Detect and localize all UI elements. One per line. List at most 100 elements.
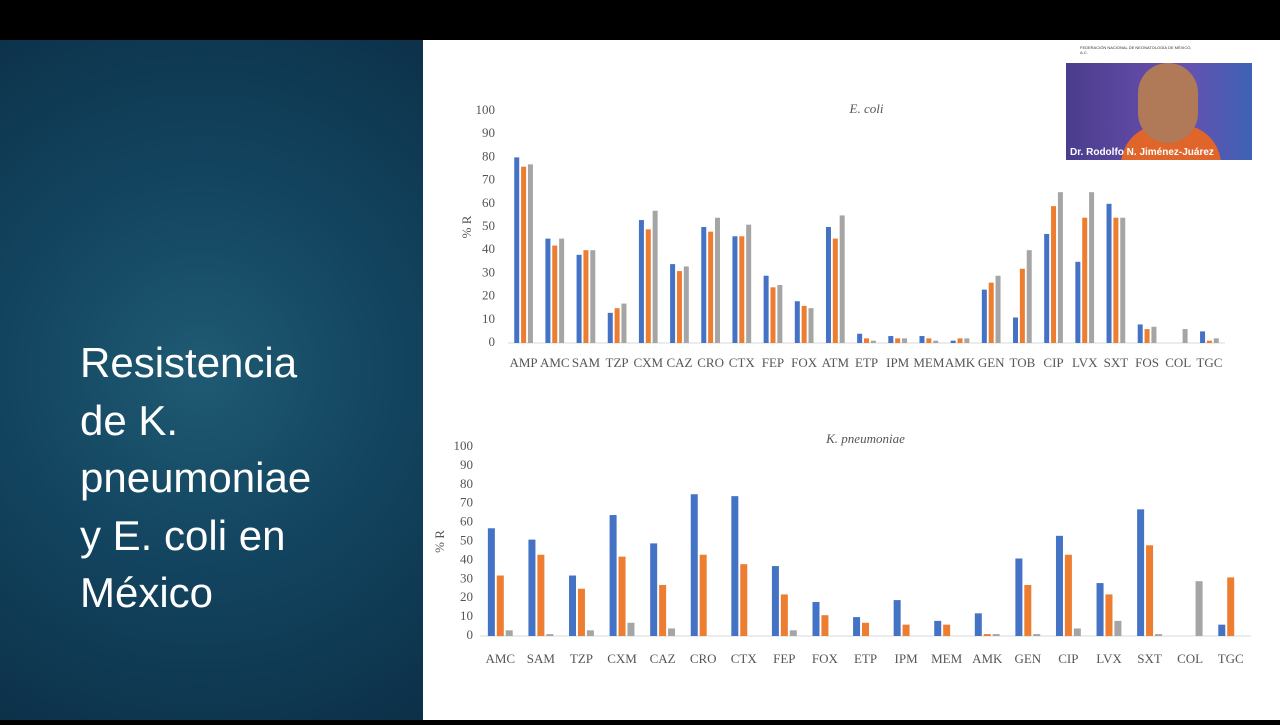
bar — [771, 566, 779, 636]
x-tick-label: AMK — [945, 355, 976, 370]
bar — [586, 630, 594, 636]
y-tick-label: 20 — [460, 589, 473, 604]
x-tick-label: CRO — [697, 355, 724, 370]
bar — [988, 282, 994, 343]
x-tick-label: MEM — [931, 651, 963, 666]
bar — [683, 266, 689, 343]
bar — [1064, 554, 1072, 636]
bar — [527, 164, 533, 343]
speaker-face — [1138, 63, 1198, 143]
bar — [1137, 324, 1143, 343]
x-tick-label: IPM — [895, 651, 919, 666]
x-tick-label: ATM — [822, 355, 850, 370]
bar — [770, 287, 776, 343]
x-tick-label: CIP — [1058, 651, 1078, 666]
bar — [607, 312, 613, 343]
slide-left-panel: Resistencia de K. pneumoniae y E. coli e… — [0, 40, 423, 720]
bar — [943, 624, 951, 636]
bar — [964, 338, 970, 343]
y-axis-label: % R — [432, 530, 447, 553]
bar — [992, 634, 1000, 636]
y-tick-label: 60 — [460, 514, 473, 529]
bar — [714, 217, 720, 343]
bar — [577, 588, 585, 636]
bar — [1114, 620, 1122, 636]
bar — [732, 236, 738, 343]
x-tick-label: CRO — [690, 651, 717, 666]
bar — [521, 166, 527, 343]
video-thumbnail[interactable]: Dr. Rodolfo N. Jiménez-Juárez — [1066, 63, 1252, 160]
bar — [1073, 628, 1081, 636]
bar — [812, 601, 820, 636]
bar — [609, 515, 617, 636]
bar — [1213, 338, 1219, 343]
y-tick-label: 90 — [460, 457, 473, 472]
x-tick-label: CIP — [1043, 355, 1063, 370]
x-tick-label: FOS — [1135, 355, 1159, 370]
y-tick-label: 40 — [460, 551, 473, 566]
bar — [638, 220, 644, 343]
bar — [1051, 206, 1057, 343]
bar — [699, 554, 707, 636]
y-tick-label: 30 — [460, 570, 473, 585]
bar — [1096, 583, 1104, 636]
x-tick-label: CAZ — [650, 651, 676, 666]
y-tick-label: 10 — [460, 608, 473, 623]
x-tick-label: TGC — [1218, 651, 1244, 666]
x-tick-label: MEM — [913, 355, 945, 370]
bar — [1120, 217, 1126, 343]
x-tick-label: SXT — [1104, 355, 1129, 370]
x-tick-label: FEP — [762, 355, 784, 370]
bar — [974, 613, 982, 636]
x-tick-label: TGC — [1196, 355, 1222, 370]
bar — [839, 215, 845, 343]
bar — [862, 622, 869, 636]
bar — [1151, 326, 1157, 343]
bar — [933, 340, 939, 343]
y-tick-label: 100 — [476, 102, 496, 117]
bar — [1206, 340, 1212, 343]
bar — [902, 624, 910, 636]
bar — [919, 336, 925, 343]
bar — [1182, 329, 1188, 343]
bar — [537, 554, 545, 636]
chart-title: E. coli — [849, 101, 884, 116]
y-tick-label: 80 — [460, 476, 473, 491]
y-tick-label: 20 — [482, 288, 495, 303]
x-tick-label: GEN — [978, 355, 1005, 370]
y-tick-label: 50 — [460, 532, 473, 547]
y-tick-label: 70 — [482, 172, 495, 187]
y-axis-label: % R — [459, 215, 474, 238]
bar — [1015, 558, 1023, 636]
bar — [583, 250, 589, 343]
bar — [981, 289, 987, 343]
x-tick-label: AMC — [540, 355, 570, 370]
x-tick-label: AMP — [509, 355, 537, 370]
x-tick-label: CXM — [633, 355, 663, 370]
bar — [505, 630, 513, 636]
bar — [701, 227, 707, 343]
logo-text: FEDERACIÓN NACIONAL DE NEONATOLOGÍA DE M… — [1080, 45, 1192, 55]
bar — [690, 494, 698, 636]
bar — [670, 264, 676, 343]
bar — [777, 285, 783, 343]
y-tick-label: 10 — [482, 311, 495, 326]
bar — [1113, 217, 1119, 343]
y-tick-label: 90 — [482, 125, 495, 140]
x-tick-label: SXT — [1137, 651, 1162, 666]
x-tick-label: AMK — [972, 651, 1003, 666]
bar — [1227, 577, 1235, 636]
y-tick-label: 30 — [482, 264, 495, 279]
bar — [618, 556, 626, 636]
x-tick-label: FOX — [812, 651, 839, 666]
bar — [1195, 581, 1203, 636]
bar — [1144, 329, 1150, 343]
bar — [708, 231, 714, 343]
bar — [739, 236, 745, 343]
bar — [546, 634, 554, 636]
x-tick-label: TZP — [606, 355, 629, 370]
y-tick-label: 70 — [460, 495, 473, 510]
bar — [645, 229, 651, 343]
